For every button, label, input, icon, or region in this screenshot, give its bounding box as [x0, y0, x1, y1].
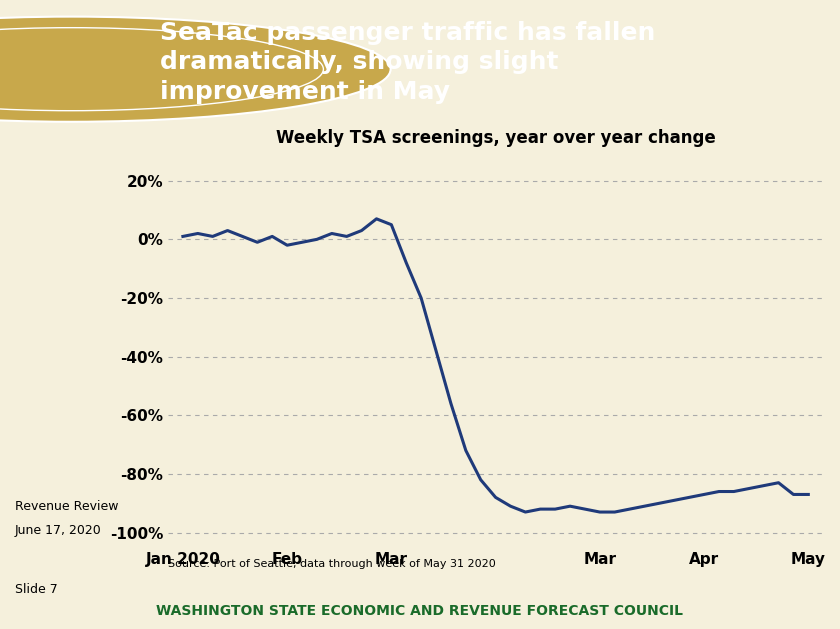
Text: Revenue Review: Revenue Review	[15, 500, 118, 513]
Text: June 17, 2020: June 17, 2020	[15, 525, 102, 537]
Text: SeaTac passenger traffic has fallen
dramatically, showing slight
improvement in : SeaTac passenger traffic has fallen dram…	[160, 21, 655, 104]
Circle shape	[0, 16, 391, 122]
Text: WASHINGTON STATE ECONOMIC AND REVENUE FORECAST COUNCIL: WASHINGTON STATE ECONOMIC AND REVENUE FO…	[156, 604, 684, 618]
Text: Source: Port of Seattle, data through week of May 31 2020: Source: Port of Seattle, data through we…	[168, 559, 496, 569]
Title: Weekly TSA screenings, year over year change: Weekly TSA screenings, year over year ch…	[276, 130, 716, 147]
Text: Slide 7: Slide 7	[15, 583, 58, 596]
